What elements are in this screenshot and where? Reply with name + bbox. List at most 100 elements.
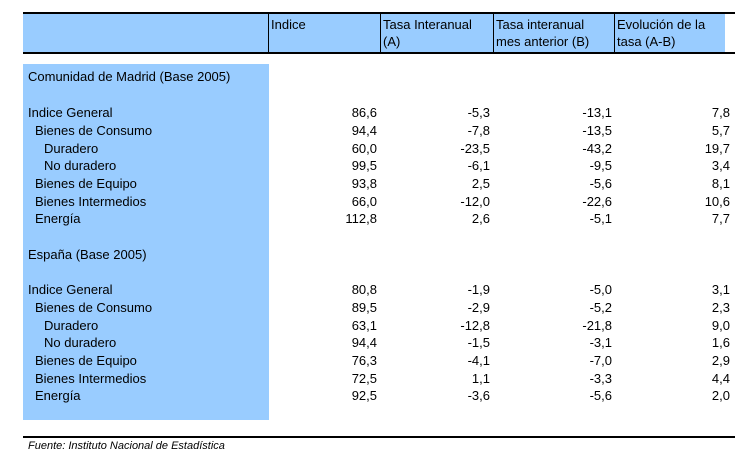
header-blank-cell: [23, 14, 269, 52]
footer-rule: [23, 436, 735, 438]
cell-tasa-b: -5,6: [589, 388, 612, 403]
row-label: Indice General: [28, 105, 113, 120]
cell-tasa-b: -13,1: [582, 105, 612, 120]
header-col3-line2: mes anterior (B): [496, 34, 590, 49]
cell-indice: 112,8: [345, 211, 377, 226]
cell-evolucion: 2,3: [711, 300, 730, 315]
header-divider: [493, 14, 494, 52]
source-note: Fuente: Instituto Nacional de Estadístic…: [28, 440, 225, 452]
cell-evolucion: 19,7: [704, 141, 730, 156]
header-col-tasa-interanual: Tasa Interanual (A): [381, 14, 493, 52]
row-label: No duradero: [44, 335, 117, 350]
section-title-row: Comunidad de Madrid (Base 2005): [0, 68, 752, 86]
header-col4-line1: Evolución de la: [617, 17, 706, 32]
table-row: Duradero 60,0 -23,5 -43,2 19,7: [0, 140, 752, 158]
row-label: No duradero: [44, 158, 117, 173]
cell-evolucion: 8,1: [711, 176, 730, 191]
cell-tasa-a: -1,9: [467, 282, 490, 297]
row-label: Bienes Intermedios: [35, 371, 147, 386]
row-label: Energía: [35, 388, 81, 403]
cell-tasa-a: -4,1: [467, 353, 490, 368]
header-divider: [268, 14, 269, 52]
cell-evolucion: 3,4: [711, 158, 730, 173]
cell-tasa-a: -2,9: [467, 300, 490, 315]
cell-indice: 60,0: [351, 141, 377, 156]
cell-tasa-a: 2,6: [471, 211, 490, 226]
cell-tasa-b: -9,5: [589, 158, 612, 173]
header-divider: [380, 14, 381, 52]
row-label: Bienes de Consumo: [35, 123, 153, 138]
table-row: Bienes de Consumo 89,5 -2,9 -5,2 2,3: [0, 299, 752, 317]
cell-indice: 99,5: [351, 158, 377, 173]
cell-evolucion: 5,7: [711, 123, 730, 138]
cell-evolucion: 4,4: [711, 371, 730, 386]
row-label: Duradero: [44, 318, 99, 333]
cell-tasa-a: -12,0: [460, 194, 490, 209]
cell-evolucion: 3,1: [711, 282, 730, 297]
table-row: Indice General 86,6 -5,3 -13,1 7,8: [0, 104, 752, 122]
row-label: Energía: [35, 211, 81, 226]
cell-indice: 76,3: [351, 353, 377, 368]
section-title: España (Base 2005): [28, 247, 147, 262]
cell-tasa-b: -3,1: [589, 335, 612, 350]
cell-indice: 89,5: [351, 300, 377, 315]
table-row: No duradero 94,4 -1,5 -3,1 1,6: [0, 334, 752, 352]
header-divider: [614, 14, 615, 52]
cell-tasa-b: -5,1: [589, 211, 612, 226]
row-label: Bienes de Equipo: [35, 353, 137, 368]
cell-evolucion: 10,6: [704, 194, 730, 209]
cell-tasa-a: -1,5: [467, 335, 490, 350]
row-label: Bienes de Consumo: [35, 300, 153, 315]
cell-tasa-b: -5,6: [589, 176, 612, 191]
table-row: Bienes de Equipo 93,8 2,5 -5,6 8,1: [0, 175, 752, 193]
cell-indice: 94,4: [351, 335, 377, 350]
section-title-row: España (Base 2005): [0, 246, 752, 264]
table-row: Indice General 80,8 -1,9 -5,0 3,1: [0, 281, 752, 299]
cell-evolucion: 2,9: [711, 353, 730, 368]
cell-indice: 66,0: [351, 194, 377, 209]
cell-tasa-b: -5,2: [589, 300, 612, 315]
header-col4-line2: tasa (A-B): [617, 34, 676, 49]
row-label: Duradero: [44, 141, 99, 156]
table-row: Bienes Intermedios 66,0 -12,0 -22,6 10,6: [0, 193, 752, 211]
cell-tasa-b: -21,8: [582, 318, 612, 333]
cell-tasa-a: 1,1: [471, 371, 490, 386]
cell-indice: 63,1: [351, 318, 377, 333]
table-row: Bienes de Consumo 94,4 -7,8 -13,5 5,7: [0, 122, 752, 140]
cell-tasa-a: 2,5: [471, 176, 490, 191]
cell-tasa-b: -5,0: [589, 282, 612, 297]
cell-tasa-a: -7,8: [467, 123, 490, 138]
cell-evolucion: 7,8: [711, 105, 730, 120]
row-label: Bienes Intermedios: [35, 194, 147, 209]
header-col3-line1: Tasa interanual: [496, 17, 585, 32]
cell-indice: 72,5: [351, 371, 377, 386]
cell-tasa-b: -22,6: [582, 194, 612, 209]
cell-tasa-a: -3,6: [467, 388, 490, 403]
cell-tasa-b: -13,5: [582, 123, 612, 138]
cell-tasa-b: -43,2: [582, 141, 612, 156]
cell-tasa-a: -6,1: [467, 158, 490, 173]
cell-evolucion: 1,6: [711, 335, 730, 350]
row-label-column: [23, 64, 269, 420]
table-row: Energía 92,5 -3,6 -5,6 2,0: [0, 387, 752, 405]
table-row: Bienes de Equipo 76,3 -4,1 -7,0 2,9: [0, 352, 752, 370]
table-row: Bienes Intermedios 72,5 1,1 -3,3 4,4: [0, 370, 752, 388]
header-tasa-a-cell: [381, 14, 494, 52]
header-col-indice: Indice: [269, 14, 380, 52]
table-row: No duradero 99,5 -6,1 -9,5 3,4: [0, 157, 752, 175]
cell-tasa-b: -3,3: [589, 371, 612, 386]
cell-tasa-b: -7,0: [589, 353, 612, 368]
row-label: Indice General: [28, 282, 113, 297]
cell-tasa-a: -12,8: [460, 318, 490, 333]
table-row: Energía 112,8 2,6 -5,1 7,7: [0, 210, 752, 228]
row-label: Bienes de Equipo: [35, 176, 137, 191]
section-title: Comunidad de Madrid (Base 2005): [28, 69, 231, 84]
header-col2-line1: Tasa Interanual: [383, 17, 472, 32]
table-header: Indice Tasa Interanual (A) Tasa interanu…: [23, 12, 735, 54]
header-col-tasa-mes-anterior: Tasa interanual mes anterior (B): [494, 14, 614, 52]
cell-tasa-a: -5,3: [467, 105, 490, 120]
table-row: Duradero 63,1 -12,8 -21,8 9,0: [0, 317, 752, 335]
cell-evolucion: 2,0: [711, 388, 730, 403]
header-indice-cell: [269, 14, 381, 52]
header-col-evolucion: Evolución de la tasa (A-B): [615, 14, 725, 52]
